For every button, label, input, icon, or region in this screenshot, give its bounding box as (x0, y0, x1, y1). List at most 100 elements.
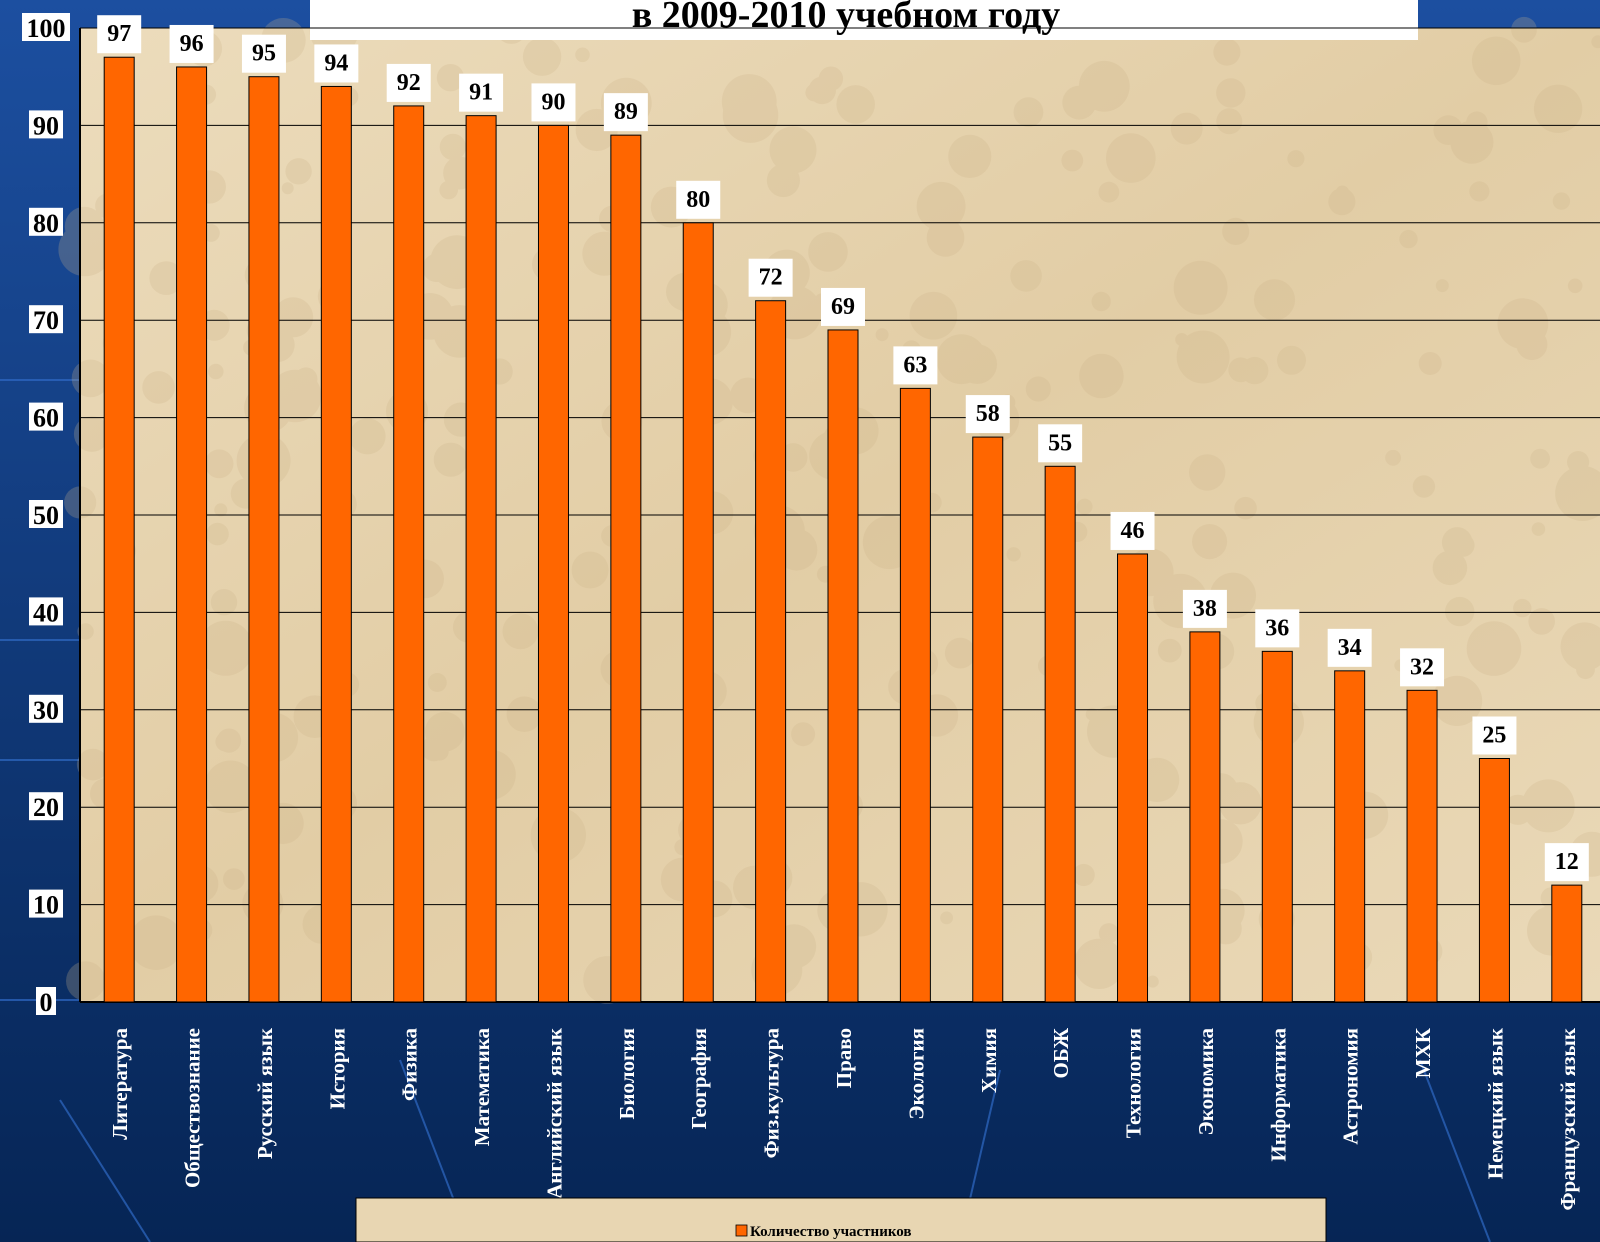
category-label: Обществознание (181, 1028, 205, 1188)
texture-spot (926, 218, 965, 257)
category-label: Технология (1122, 1028, 1146, 1138)
texture-spot (1287, 150, 1305, 168)
texture-spot (916, 181, 966, 231)
texture-spot (757, 108, 772, 123)
texture-spot (957, 344, 998, 384)
texture-spot (439, 180, 459, 200)
texture-spot (1576, 660, 1595, 680)
category-label: История (325, 1028, 349, 1109)
category-label-group: МХК (1411, 1027, 1435, 1078)
category-label: Астрономия (1339, 1028, 1363, 1145)
texture-spot (1511, 16, 1537, 43)
data-label-box (893, 346, 938, 385)
texture-spot (808, 232, 848, 272)
data-label: 69 (831, 294, 855, 320)
bar (1406, 689, 1438, 1003)
y-tick-box (29, 792, 63, 821)
data-label: 38 (1193, 596, 1217, 622)
texture-spot (204, 760, 257, 814)
bars (103, 56, 1583, 1003)
texture-spot (1176, 330, 1230, 384)
y-tick-label: 10 (33, 891, 59, 920)
category-label: География (687, 1028, 711, 1129)
texture-spot (1076, 498, 1093, 515)
texture-spot (791, 722, 816, 747)
texture-spot (1277, 345, 1306, 375)
texture-spot (1335, 185, 1350, 200)
data-label: 89 (614, 99, 638, 125)
data-label: 90 (541, 89, 565, 115)
y-tick-label: 80 (33, 209, 59, 238)
data-label-box (1110, 511, 1155, 550)
category-label: Информатика (1266, 1028, 1290, 1162)
data-label-box (531, 83, 576, 122)
texture-spot (769, 126, 817, 174)
texture-spot (1157, 638, 1182, 663)
texture-spot (808, 76, 836, 105)
bar (1261, 650, 1293, 1003)
texture-spot (1471, 36, 1521, 86)
category-label: Право (832, 1028, 856, 1088)
bar (682, 222, 714, 1003)
category-label: Химия (977, 1028, 1001, 1093)
y-tick-box (29, 305, 63, 334)
texture-spot (214, 503, 228, 517)
category-label-group: Физика (398, 1028, 422, 1101)
title-box (310, 0, 1418, 40)
data-label-box (97, 15, 142, 54)
texture-spot (1560, 622, 1600, 671)
category-label-group: Английский язык (542, 1027, 566, 1199)
texture-spot (721, 74, 777, 129)
texture-spot (875, 328, 889, 342)
texture-spot (1062, 85, 1097, 120)
texture-spot (575, 47, 590, 63)
data-label-box (1038, 424, 1083, 463)
y-tick-box (22, 13, 70, 41)
y-tick-box (29, 110, 63, 139)
bar (755, 300, 787, 1003)
texture-spot (1241, 356, 1269, 385)
texture-spot (285, 158, 312, 185)
category-label-group: Биология (615, 1028, 639, 1120)
texture-spot (281, 182, 294, 195)
data-label-box (965, 395, 1010, 434)
texture-spot (1078, 60, 1130, 112)
texture-spot (215, 732, 235, 752)
data-label-box (676, 180, 721, 219)
y-tick-label: 40 (33, 598, 59, 627)
texture-spot (58, 222, 112, 277)
texture-spot (818, 66, 844, 91)
texture-spot (836, 85, 875, 124)
category-label-group: Русский язык (253, 1027, 277, 1159)
texture-spot (944, 637, 976, 669)
texture-spot (427, 673, 447, 692)
y-tick-label: 20 (33, 793, 59, 822)
y-tick-box (29, 597, 63, 626)
category-label-group: Французский язык (1556, 1027, 1580, 1210)
texture-spot (1079, 353, 1124, 399)
texture-spot (66, 961, 106, 1001)
texture-spot (1098, 923, 1119, 944)
category-label-group: Экология (904, 1028, 928, 1120)
texture-spot (1175, 333, 1189, 347)
texture-spot (1451, 533, 1475, 557)
category-label-group: ОБЖ (1049, 1028, 1073, 1079)
data-label-box (1255, 609, 1300, 648)
texture-spot (149, 261, 184, 295)
data-label: 46 (1121, 518, 1145, 544)
texture-spot (1450, 120, 1494, 164)
texture-spot (210, 589, 238, 616)
legend-box (355, 1197, 1327, 1242)
data-label-box (1544, 843, 1589, 882)
category-label-group: География (687, 1028, 711, 1129)
texture-spot (1216, 78, 1246, 108)
texture-spot (522, 37, 562, 76)
texture-spot (936, 334, 987, 385)
texture-spot (1399, 229, 1418, 249)
y-tick-box (29, 889, 63, 918)
bar (320, 85, 352, 1003)
texture-spot (206, 522, 229, 546)
texture-spot (1497, 298, 1549, 350)
category-label: Математика (470, 1028, 494, 1147)
